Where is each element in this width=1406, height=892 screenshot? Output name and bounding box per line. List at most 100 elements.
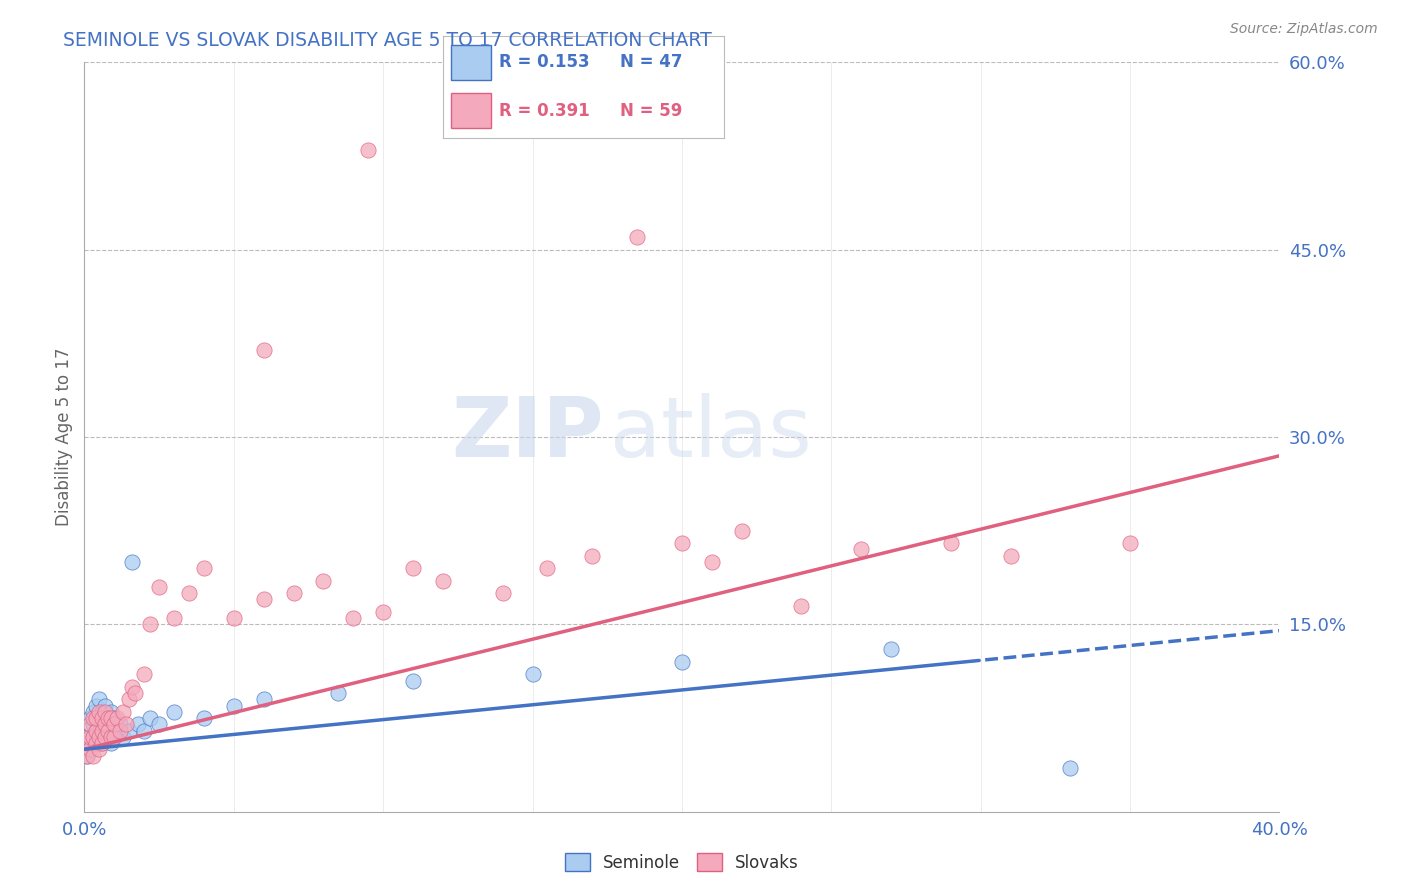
Point [91, 717, 114, 731]
Point [581, 549, 603, 563]
Point [148, 580, 170, 594]
Point [124, 686, 146, 700]
Point [91, 736, 114, 750]
Text: Source: ZipAtlas.com: Source: ZipAtlas.com [1230, 22, 1378, 37]
Point [112, 705, 135, 719]
Point [86, 711, 108, 725]
Point [253, 592, 276, 607]
Legend: Seminole, Slovaks: Seminole, Slovaks [558, 847, 806, 879]
Point [103, 730, 125, 744]
Point [112, 730, 135, 744]
Point [127, 717, 149, 731]
Point [312, 574, 335, 588]
Point [91, 736, 114, 750]
Point [880, 642, 903, 657]
Point [148, 717, 170, 731]
Point [86, 723, 108, 738]
FancyBboxPatch shape [451, 93, 491, 128]
Point [97, 717, 120, 731]
Point [76, 748, 98, 763]
Point [118, 723, 141, 738]
Point [97, 723, 120, 738]
Point [222, 698, 245, 713]
Point [626, 230, 648, 244]
Point [105, 711, 128, 725]
Point [432, 574, 454, 588]
FancyBboxPatch shape [451, 45, 491, 79]
Point [115, 717, 138, 731]
Point [100, 730, 122, 744]
Point [939, 536, 962, 550]
Point [700, 555, 723, 569]
Point [118, 692, 141, 706]
Point [536, 561, 558, 575]
Point [522, 667, 544, 681]
Point [731, 524, 754, 538]
Point [82, 717, 104, 731]
Point [79, 736, 101, 750]
Point [76, 748, 98, 763]
Point [100, 736, 122, 750]
Text: N = 59: N = 59 [620, 102, 682, 120]
Point [79, 730, 101, 744]
Point [671, 655, 693, 669]
Point [139, 711, 162, 725]
Point [177, 586, 200, 600]
Point [110, 723, 132, 738]
Point [492, 586, 515, 600]
Point [89, 692, 111, 706]
Point [121, 680, 143, 694]
Point [94, 730, 117, 744]
Point [671, 536, 693, 550]
Point [89, 705, 111, 719]
Text: R = 0.391: R = 0.391 [499, 102, 591, 120]
Point [100, 711, 122, 725]
Point [193, 711, 215, 725]
Point [86, 698, 108, 713]
Point [163, 705, 186, 719]
Point [91, 723, 114, 738]
Point [1059, 761, 1081, 775]
Point [91, 705, 114, 719]
Point [100, 705, 122, 719]
Point [94, 711, 117, 725]
Point [790, 599, 813, 613]
Point [373, 605, 395, 619]
Point [82, 730, 104, 744]
Point [1119, 536, 1142, 550]
Point [82, 705, 104, 719]
Point [94, 717, 117, 731]
Point [402, 673, 425, 688]
Point [121, 555, 143, 569]
Point [97, 723, 120, 738]
Point [103, 717, 125, 731]
Point [86, 736, 108, 750]
Point [79, 742, 101, 756]
Point [82, 711, 104, 725]
Point [402, 561, 425, 575]
Point [103, 730, 125, 744]
Point [139, 617, 162, 632]
Point [97, 730, 120, 744]
Point [89, 742, 111, 756]
Point [79, 711, 101, 725]
Point [193, 561, 215, 575]
Point [357, 143, 380, 157]
Point [86, 723, 108, 738]
Point [253, 692, 276, 706]
Point [342, 611, 364, 625]
Text: ZIP: ZIP [451, 392, 605, 474]
Point [82, 748, 104, 763]
Text: R = 0.153: R = 0.153 [499, 54, 589, 71]
Text: SEMINOLE VS SLOVAK DISABILITY AGE 5 TO 17 CORRELATION CHART: SEMINOLE VS SLOVAK DISABILITY AGE 5 TO 1… [63, 31, 711, 50]
Point [79, 717, 101, 731]
Point [97, 711, 120, 725]
Point [222, 611, 245, 625]
Point [851, 542, 873, 557]
Point [132, 723, 156, 738]
Point [283, 586, 305, 600]
Point [94, 705, 117, 719]
Point [103, 711, 125, 725]
Point [89, 723, 111, 738]
Point [253, 343, 276, 357]
